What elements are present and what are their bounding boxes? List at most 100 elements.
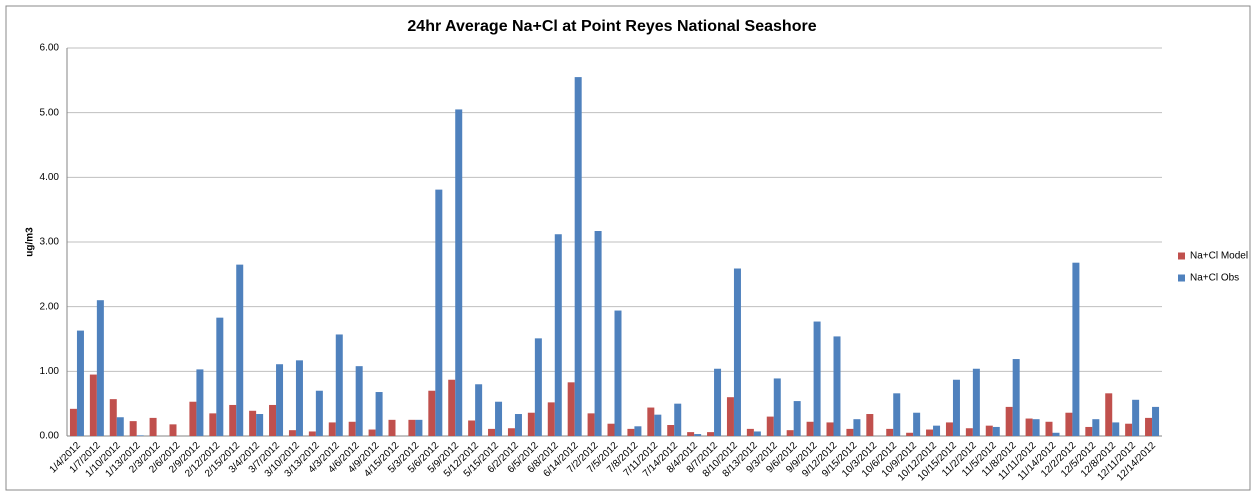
bar xyxy=(965,428,973,436)
bar xyxy=(607,423,615,436)
bar xyxy=(853,419,861,436)
bar xyxy=(913,412,921,436)
bar xyxy=(368,429,376,436)
bar xyxy=(348,421,356,436)
bar xyxy=(295,360,303,436)
bar xyxy=(773,378,781,436)
bar xyxy=(627,428,635,436)
bar xyxy=(408,419,416,436)
bar xyxy=(196,369,204,436)
bar xyxy=(455,109,463,436)
bar xyxy=(468,420,476,436)
bar xyxy=(435,189,443,436)
bar xyxy=(488,428,496,436)
bar xyxy=(415,419,423,436)
bar xyxy=(76,330,84,436)
bar xyxy=(886,428,894,436)
bar xyxy=(1052,432,1060,436)
bar xyxy=(786,430,794,436)
bar xyxy=(527,412,535,436)
bar xyxy=(475,384,483,436)
bar xyxy=(746,428,754,436)
bar xyxy=(846,428,854,436)
bar xyxy=(428,390,436,436)
bar xyxy=(388,419,396,436)
y-tick-label: 5.00 xyxy=(40,107,60,118)
bar xyxy=(992,426,1000,436)
bar xyxy=(594,231,602,436)
bar xyxy=(1085,426,1093,436)
bar xyxy=(554,234,562,436)
bar xyxy=(793,401,801,436)
bar xyxy=(1132,399,1140,436)
bar xyxy=(1012,359,1020,436)
bar xyxy=(534,338,542,436)
bar xyxy=(136,435,144,436)
bar xyxy=(667,425,675,436)
y-tick-label: 3.00 xyxy=(40,237,60,248)
bar xyxy=(355,366,363,436)
bar xyxy=(495,401,503,436)
bar xyxy=(116,417,124,436)
legend-label: Na+Cl Obs xyxy=(1190,273,1239,284)
y-tick-label: 6.00 xyxy=(40,43,60,54)
bar xyxy=(209,413,217,436)
bar xyxy=(328,422,336,436)
bar xyxy=(288,430,296,436)
bar xyxy=(634,426,642,436)
bar xyxy=(1152,406,1160,436)
bar xyxy=(813,321,821,436)
y-tick-label: 1.00 xyxy=(40,366,60,377)
bar xyxy=(1145,417,1153,436)
legend-swatch xyxy=(1178,274,1185,282)
bar xyxy=(687,432,695,436)
bar xyxy=(256,414,264,436)
y-axis-label: ug/m3 xyxy=(25,227,36,257)
bar xyxy=(1045,421,1053,436)
bar xyxy=(985,425,993,436)
bar xyxy=(1072,262,1080,436)
bar xyxy=(833,336,841,436)
bar xyxy=(514,414,522,436)
bar xyxy=(269,404,277,436)
bar xyxy=(587,413,595,436)
bar xyxy=(945,422,953,436)
bar xyxy=(547,402,555,436)
bar xyxy=(69,408,77,436)
bar xyxy=(614,310,622,436)
bar xyxy=(654,414,662,436)
bar xyxy=(826,422,834,436)
bar xyxy=(1112,422,1120,436)
bar xyxy=(1092,419,1100,436)
bar xyxy=(647,407,655,436)
bar xyxy=(229,404,237,436)
bar xyxy=(249,410,257,436)
bar xyxy=(89,374,97,436)
y-tick-label: 0.00 xyxy=(40,431,60,442)
bar xyxy=(1065,412,1073,436)
bar xyxy=(766,416,774,436)
bar xyxy=(674,403,682,436)
bar xyxy=(726,397,734,436)
bar xyxy=(189,401,197,436)
bar xyxy=(129,421,137,436)
y-tick-label: 4.00 xyxy=(40,172,60,183)
bar xyxy=(933,425,941,436)
bar xyxy=(714,368,722,436)
bar xyxy=(707,432,715,436)
bar xyxy=(1032,419,1040,436)
bar xyxy=(169,424,177,436)
bar xyxy=(149,417,157,436)
bar xyxy=(276,364,284,436)
bar xyxy=(926,429,934,436)
bar xyxy=(733,268,741,436)
bar xyxy=(335,334,343,436)
bar xyxy=(507,428,515,436)
y-tick-label: 2.00 xyxy=(40,301,60,312)
bar xyxy=(236,264,244,436)
legend-label: Na+Cl Model xyxy=(1190,251,1248,262)
bar xyxy=(1125,423,1133,436)
bar xyxy=(1025,418,1033,436)
bar xyxy=(972,368,980,436)
